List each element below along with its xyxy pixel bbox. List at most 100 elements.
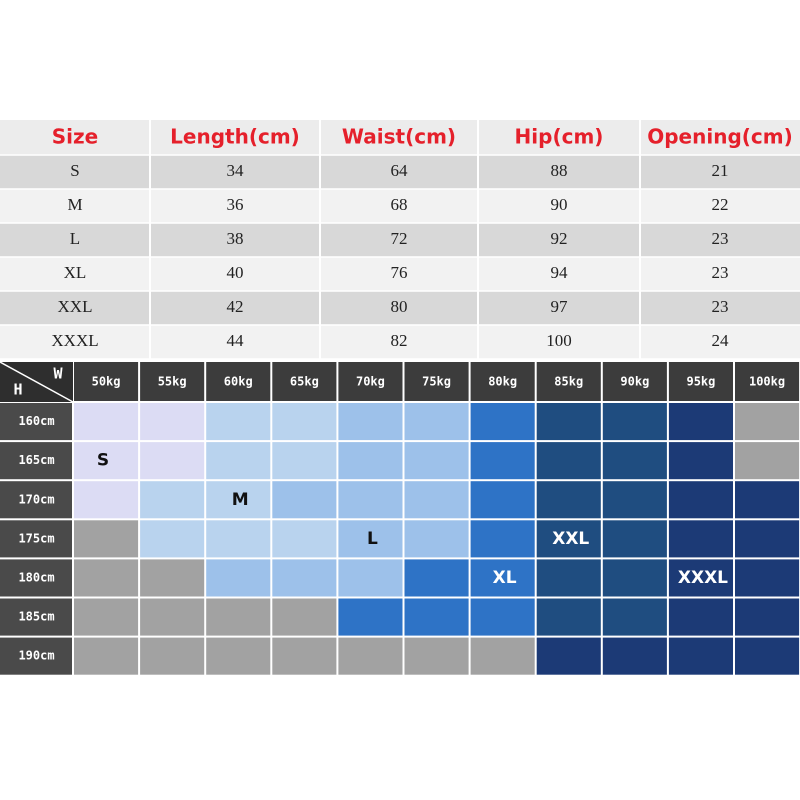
size-label: L bbox=[367, 529, 378, 549]
weight-header bbox=[735, 362, 800, 401]
fit-cell bbox=[272, 559, 337, 597]
weight-header bbox=[140, 362, 205, 401]
fit-cell bbox=[140, 520, 205, 558]
fit-cell bbox=[668, 598, 733, 636]
size-label: S bbox=[97, 451, 109, 471]
fit-cell bbox=[404, 442, 469, 480]
weight-label: 70kg bbox=[356, 375, 385, 389]
fit-cell bbox=[74, 442, 139, 480]
corner-diagonal bbox=[0, 361, 74, 403]
fit-cell bbox=[272, 598, 337, 636]
header-row bbox=[0, 120, 800, 155]
table-cell: 36 bbox=[227, 195, 244, 214]
weight-header bbox=[668, 362, 733, 401]
fit-cell bbox=[536, 403, 601, 441]
table-cell: 64 bbox=[391, 161, 409, 180]
table-cell: L bbox=[70, 229, 80, 248]
fit-cell bbox=[206, 481, 271, 519]
fit-cell bbox=[735, 559, 800, 597]
fit-cell bbox=[735, 442, 800, 480]
fit-cell bbox=[602, 637, 667, 675]
fit-cell bbox=[602, 442, 667, 480]
height-label: 160cm bbox=[18, 414, 54, 428]
fit-cell bbox=[74, 403, 139, 441]
fit-cell bbox=[470, 598, 535, 636]
height-label: 185cm bbox=[18, 610, 54, 624]
fit-cell bbox=[668, 637, 733, 675]
table-cell: M bbox=[67, 195, 82, 214]
fit-cell bbox=[272, 403, 337, 441]
weight-label: 90kg bbox=[620, 375, 649, 389]
fit-cell bbox=[404, 481, 469, 519]
weight-header bbox=[536, 362, 601, 401]
fit-cell bbox=[470, 559, 535, 597]
fit-cell bbox=[338, 403, 403, 441]
weight-header bbox=[404, 362, 469, 401]
fit-cell bbox=[668, 442, 733, 480]
weight-label: 65kg bbox=[290, 375, 319, 389]
table-cell: 97 bbox=[551, 297, 569, 316]
table-cell: XL bbox=[64, 263, 87, 282]
table-cell: 42 bbox=[227, 297, 244, 316]
table-cell: XXXL bbox=[51, 331, 98, 350]
fit-cell bbox=[272, 520, 337, 558]
fit-cell bbox=[140, 481, 205, 519]
column-header: Opening(cm) bbox=[647, 125, 793, 149]
fit-cell bbox=[206, 520, 271, 558]
column-header: Hip(cm) bbox=[515, 125, 604, 149]
fit-cell bbox=[338, 559, 403, 597]
fit-cell bbox=[206, 637, 271, 675]
fit-cell bbox=[668, 559, 733, 597]
fit-cell bbox=[140, 637, 205, 675]
table-cell: XXL bbox=[58, 297, 93, 316]
table-row bbox=[0, 291, 800, 325]
fit-cell bbox=[140, 598, 205, 636]
fit-cell bbox=[338, 442, 403, 480]
fit-cell bbox=[668, 481, 733, 519]
table-cell: 24 bbox=[712, 331, 730, 350]
fit-cell bbox=[735, 637, 800, 675]
size-label: XXXL bbox=[678, 568, 728, 588]
weight-header bbox=[206, 362, 271, 401]
fit-cell bbox=[140, 559, 205, 597]
table-cell: 82 bbox=[391, 331, 408, 350]
fit-cell bbox=[602, 598, 667, 636]
table-cell: 22 bbox=[712, 195, 729, 214]
height-header bbox=[0, 637, 72, 675]
table-cell: 100 bbox=[546, 331, 572, 350]
weight-header bbox=[74, 362, 139, 401]
column-header: Size bbox=[52, 125, 98, 149]
fit-cell bbox=[338, 637, 403, 675]
weight-label: 95kg bbox=[686, 375, 715, 389]
fit-cell bbox=[272, 442, 337, 480]
corner-weight: W bbox=[53, 365, 63, 383]
fit-cell bbox=[206, 559, 271, 597]
fit-cell bbox=[602, 520, 667, 558]
table-cell: 88 bbox=[551, 161, 568, 180]
table-cell: 40 bbox=[227, 263, 244, 282]
fit-cell bbox=[404, 520, 469, 558]
fit-cell bbox=[470, 442, 535, 480]
fit-cell bbox=[404, 559, 469, 597]
weight-label: 60kg bbox=[224, 375, 253, 389]
size-label: XL bbox=[493, 568, 517, 588]
fit-cell bbox=[206, 442, 271, 480]
fit-cell bbox=[74, 481, 139, 519]
fit-cell bbox=[404, 598, 469, 636]
fit-cell bbox=[735, 598, 800, 636]
height-header bbox=[0, 559, 72, 597]
height-header bbox=[0, 442, 72, 480]
fit-cell bbox=[470, 637, 535, 675]
weight-header bbox=[338, 362, 403, 401]
fit-cell bbox=[272, 481, 337, 519]
height-label: 175cm bbox=[18, 531, 54, 545]
fit-cell bbox=[735, 520, 800, 558]
table-cell: 68 bbox=[391, 195, 408, 214]
table-cell: 76 bbox=[391, 263, 408, 282]
table-cell: 92 bbox=[551, 229, 568, 248]
fit-cell bbox=[338, 481, 403, 519]
weight-header bbox=[602, 362, 667, 401]
height-label: 180cm bbox=[18, 570, 54, 584]
weight-label: 100kg bbox=[749, 375, 785, 389]
fit-cell bbox=[470, 403, 535, 441]
